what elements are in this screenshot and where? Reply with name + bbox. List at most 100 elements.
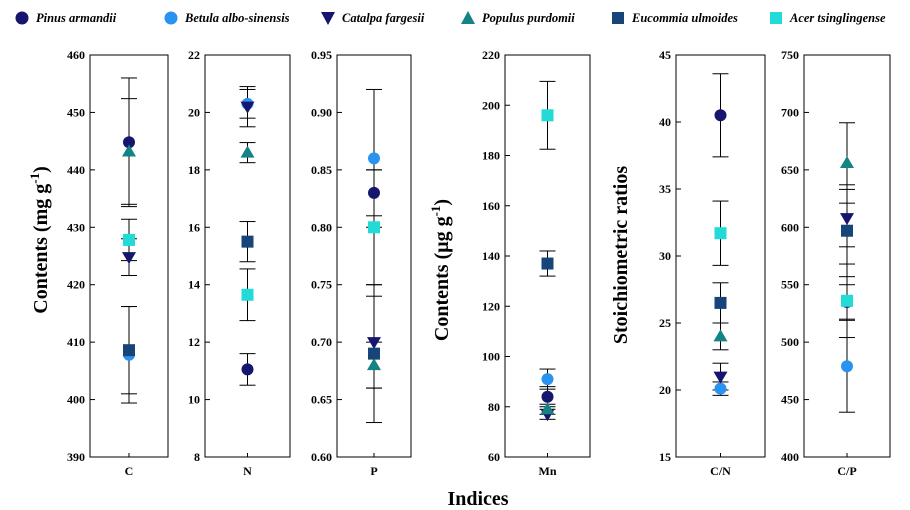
legend-marker-square-icon (612, 12, 624, 24)
data-point-square (123, 233, 135, 246)
data-point-triangle-up (240, 145, 255, 158)
data-point-circle (368, 152, 380, 165)
data-point-circle (714, 382, 727, 395)
y-axis-title-right: Stoichiometric ratios (610, 166, 632, 344)
y-tick-label: 0.60 (311, 450, 332, 464)
legend-item-catalpa-fargesii: Catalpa fargesii (320, 8, 424, 28)
data-point-circle (241, 363, 254, 376)
y-tick-label: 100 (482, 350, 500, 364)
y-tick-label: 60 (488, 450, 500, 464)
legend-label: Betula albo-sinensis (185, 10, 290, 25)
data-point-triangle-up (840, 155, 854, 168)
data-point-circle (123, 136, 135, 149)
y-tick-label: 160 (482, 199, 500, 213)
legend-item-eucommia-ulmoides: Eucommia ulmoides (610, 8, 738, 28)
y-tick-label: 35 (659, 182, 671, 196)
y-tick-label: 40 (659, 115, 671, 129)
y-tick-label: 8 (194, 450, 200, 464)
y-tick-label: 0.65 (311, 393, 332, 407)
y-tick-label: 80 (488, 400, 500, 414)
y-tick-label: 450 (781, 393, 799, 407)
y-tick-label: 45 (659, 48, 671, 62)
x-tick-label: N (243, 464, 252, 478)
data-point-triangle-down (122, 252, 136, 265)
y-tick-label: 140 (482, 249, 500, 263)
x-tick-label: C/P (837, 464, 856, 478)
y-tick-label: 180 (482, 149, 500, 163)
y-tick-label: 0.95 (311, 48, 332, 62)
data-point-triangle-down (240, 101, 255, 114)
y-tick-label: 400 (781, 450, 799, 464)
data-point-triangle-down (840, 213, 854, 226)
y-tick-label: 20 (188, 105, 200, 119)
y-tick-label: 15 (659, 450, 671, 464)
data-point-square (241, 235, 254, 248)
y-tick-label: 450 (67, 105, 85, 119)
data-point-triangle-up (713, 329, 728, 342)
y-tick-label: 25 (659, 316, 671, 330)
y-tick-label: 20 (659, 383, 671, 397)
y-tick-label: 420 (67, 278, 85, 292)
y-tick-label: 0.70 (311, 335, 332, 349)
legend-label: Eucommia ulmoides (632, 10, 738, 25)
y-tick-label: 500 (781, 335, 799, 349)
panel-c-n: 15 20 25 30 35 40 45 C/N (659, 48, 766, 478)
y-tick-label: 12 (188, 335, 200, 349)
y-tick-label: 550 (781, 278, 799, 292)
data-point-square (541, 109, 554, 122)
legend-label: Catalpa fargesii (342, 10, 425, 25)
x-tick-label: C/N (710, 464, 731, 478)
data-point-square (841, 294, 853, 307)
legend-item-pinus-armandii: Pinus armandii (14, 8, 116, 28)
data-point-square (368, 221, 380, 234)
x-tick-label: C (125, 464, 134, 478)
y-tick-label: 16 (188, 220, 200, 234)
data-point-triangle-down (713, 371, 728, 384)
data-point-triangle-up (122, 144, 136, 157)
legend-marker-circle-icon (15, 11, 29, 25)
data-point-circle (714, 109, 727, 122)
legend-marker-circle-icon (164, 11, 178, 25)
data-point-circle (368, 186, 380, 199)
y-tick-label: 30 (659, 249, 671, 263)
panel-p: 0.60 0.65 0.70 0.75 0.80 0.85 0.90 0.95 P (311, 48, 412, 478)
data-point-square (123, 344, 135, 357)
y-tick-label: 14 (188, 278, 200, 292)
y-axis-title-middle: Contents (μg g-1) (428, 199, 453, 341)
y-tick-label: 0.75 (311, 278, 332, 292)
legend-item-populus-purdomii: Populus purdomii (460, 8, 575, 28)
data-point-circle (541, 373, 554, 386)
y-tick-label: 600 (781, 220, 799, 234)
y-tick-label: 22 (188, 48, 200, 62)
y-tick-label: 430 (67, 220, 85, 234)
x-tick-label: Mn (539, 464, 557, 478)
y-tick-label: 400 (67, 393, 85, 407)
data-point-square (841, 224, 853, 237)
panel-c-p: 400 450 500 550 600 650 700 750 C/P (781, 48, 891, 478)
y-tick-label: 650 (781, 163, 799, 177)
y-tick-label: 220 (482, 48, 500, 62)
data-point-circle (541, 390, 554, 403)
legend-label: Populus purdomii (482, 10, 575, 25)
data-point-square (368, 347, 380, 360)
data-point-square (541, 257, 554, 270)
legend-marker-square-icon (770, 12, 782, 24)
y-tick-label: 390 (67, 450, 85, 464)
data-point-square (714, 296, 727, 309)
data-point-triangle-up (367, 358, 381, 371)
y-tick-label: 18 (188, 163, 200, 177)
y-tick-label: 120 (482, 299, 500, 313)
data-point-square (241, 288, 254, 301)
legend-label: Pinus armandii (36, 10, 117, 25)
data-point-triangle-up (540, 402, 555, 415)
y-axis-title-left: Contents (mg g-1) (27, 166, 52, 314)
y-tick-label: 700 (781, 105, 799, 119)
y-tick-label: 0.85 (311, 163, 332, 177)
y-tick-label: 0.80 (311, 220, 332, 234)
data-point-circle (841, 360, 853, 373)
legend-marker-triangle-up-icon (461, 11, 475, 24)
y-tick-label: 750 (781, 48, 799, 62)
x-axis-title: Indices (447, 488, 508, 510)
y-tick-label: 460 (67, 48, 85, 62)
